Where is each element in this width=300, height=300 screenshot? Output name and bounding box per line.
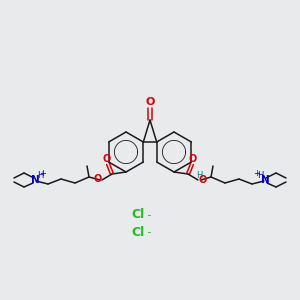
- Text: O: O: [103, 154, 111, 164]
- Text: -: -: [144, 227, 152, 237]
- Text: +: +: [40, 169, 46, 178]
- Text: O: O: [94, 174, 102, 184]
- Text: +: +: [254, 169, 260, 178]
- Text: O: O: [145, 97, 155, 107]
- Text: O: O: [199, 175, 207, 185]
- Text: -: -: [144, 210, 152, 220]
- Text: N: N: [261, 175, 269, 185]
- Text: O: O: [189, 154, 197, 164]
- Text: N: N: [31, 175, 39, 185]
- Text: H: H: [196, 172, 202, 181]
- Text: Cl: Cl: [131, 208, 145, 221]
- Text: H: H: [257, 172, 263, 181]
- Text: H: H: [37, 172, 43, 181]
- Text: Cl: Cl: [131, 226, 145, 238]
